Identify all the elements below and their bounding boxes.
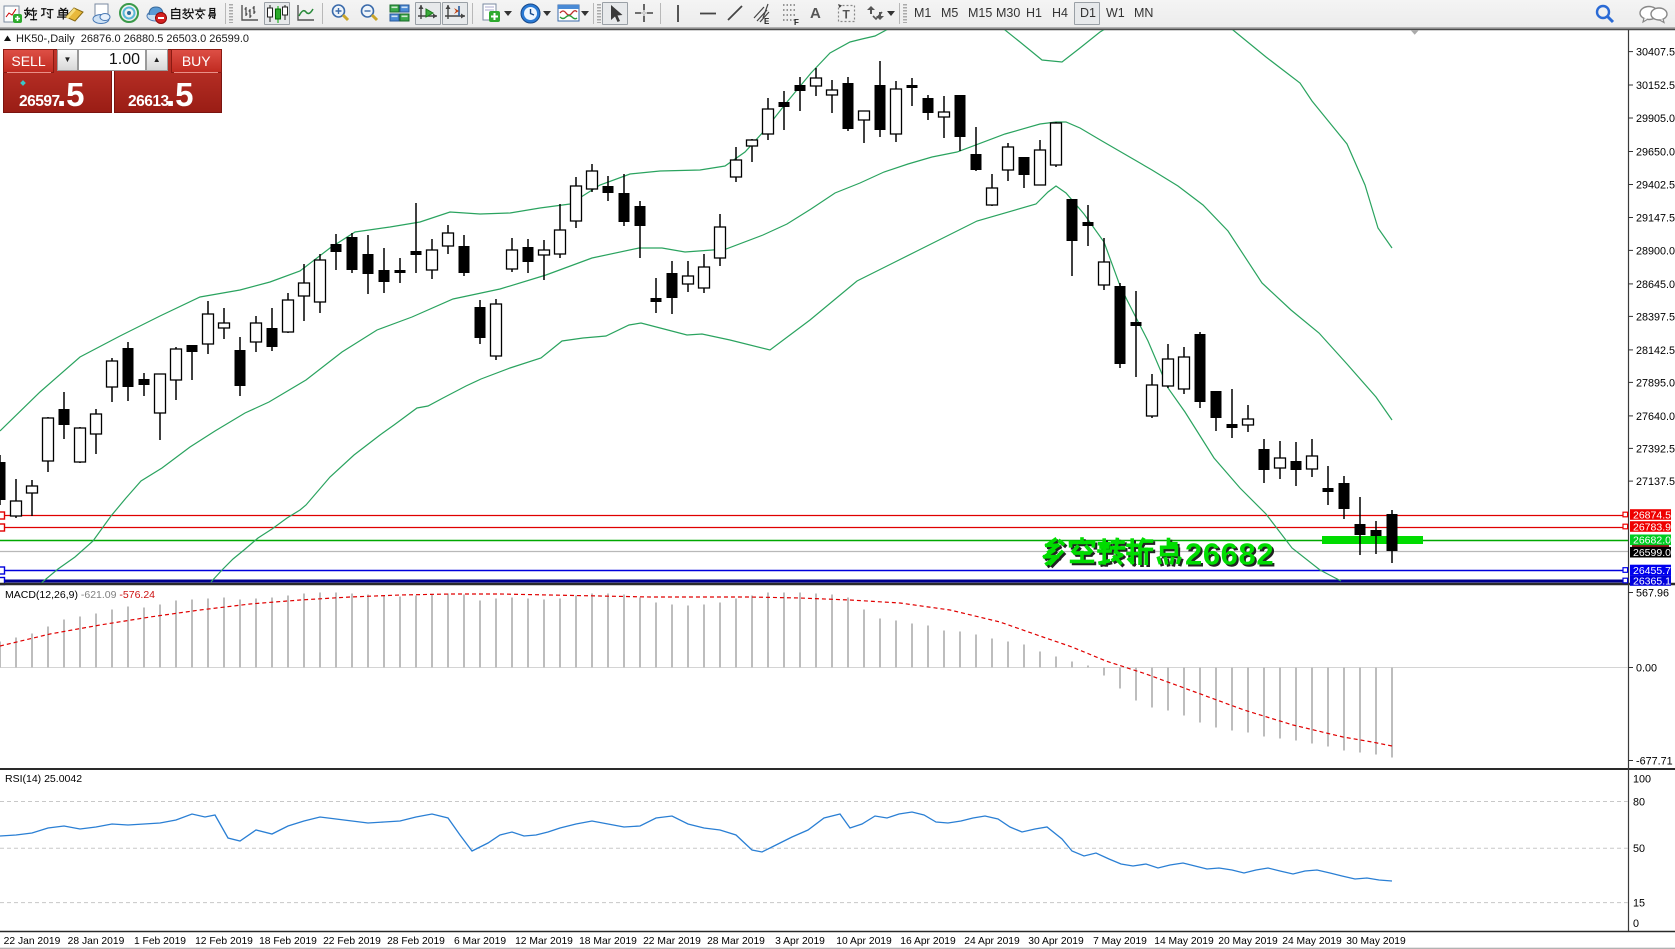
svg-text:28397.5: 28397.5	[1636, 311, 1675, 323]
svg-text:567.96: 567.96	[1636, 588, 1669, 600]
svg-text:3 Apr 2019: 3 Apr 2019	[775, 936, 825, 947]
svg-text:20 May 2019: 20 May 2019	[1218, 936, 1278, 947]
svg-text:-677.71: -677.71	[1636, 756, 1673, 768]
svg-text:27137.5: 27137.5	[1636, 476, 1675, 488]
svg-text:1 Feb 2019: 1 Feb 2019	[134, 936, 186, 947]
svg-text:26682.0: 26682.0	[1633, 535, 1671, 547]
svg-text:26455.7: 26455.7	[1633, 565, 1671, 577]
svg-text:30 Apr 2019: 30 Apr 2019	[1028, 936, 1084, 947]
svg-text:22 Mar 2019: 22 Mar 2019	[643, 936, 701, 947]
svg-text:27895.0: 27895.0	[1636, 377, 1675, 389]
svg-text:RSI(14) 25.0042: RSI(14) 25.0042	[5, 773, 82, 785]
svg-text:22 Jan 2019: 22 Jan 2019	[4, 936, 61, 947]
svg-text:28 Jan 2019: 28 Jan 2019	[68, 936, 125, 947]
svg-text:28645.0: 28645.0	[1636, 279, 1675, 291]
svg-text:28900.0: 28900.0	[1636, 245, 1675, 257]
svg-text:15: 15	[1633, 898, 1645, 910]
svg-text:24 May 2019: 24 May 2019	[1282, 936, 1342, 947]
svg-text:29650.0: 29650.0	[1636, 147, 1675, 159]
svg-text:26682: 26682	[1185, 537, 1274, 572]
svg-text:28 Feb 2019: 28 Feb 2019	[387, 936, 445, 947]
svg-text:22 Feb 2019: 22 Feb 2019	[323, 936, 381, 947]
svg-text:28142.5: 28142.5	[1636, 345, 1675, 357]
svg-text:26783.9: 26783.9	[1633, 521, 1671, 533]
svg-text:50: 50	[1633, 843, 1645, 855]
svg-text:30 May 2019: 30 May 2019	[1346, 936, 1406, 947]
svg-text:100: 100	[1633, 774, 1651, 786]
svg-text:27392.5: 27392.5	[1636, 443, 1675, 455]
svg-text:30407.5: 30407.5	[1636, 47, 1675, 59]
svg-text:0.00: 0.00	[1636, 663, 1657, 675]
svg-text:16 Apr 2019: 16 Apr 2019	[900, 936, 956, 947]
svg-text:29147.5: 29147.5	[1636, 213, 1675, 225]
svg-text:7 May 2019: 7 May 2019	[1093, 936, 1147, 947]
svg-text:F: F	[794, 18, 799, 26]
svg-text:18 Mar 2019: 18 Mar 2019	[579, 936, 637, 947]
svg-text:28 Mar 2019: 28 Mar 2019	[707, 936, 765, 947]
svg-text:18 Feb 2019: 18 Feb 2019	[259, 936, 317, 947]
svg-text:0: 0	[1633, 918, 1639, 930]
svg-text:12 Feb 2019: 12 Feb 2019	[195, 936, 253, 947]
svg-text:10 Apr 2019: 10 Apr 2019	[836, 936, 892, 947]
svg-text:26599.0: 26599.0	[1633, 547, 1671, 559]
svg-text:6 Mar 2019: 6 Mar 2019	[454, 936, 506, 947]
svg-text:26682: 26682	[1187, 539, 1276, 574]
svg-text:12 Mar 2019: 12 Mar 2019	[515, 936, 573, 947]
svg-text:29905.0: 29905.0	[1636, 113, 1675, 125]
svg-text:E: E	[764, 17, 770, 26]
svg-text:24 Apr 2019: 24 Apr 2019	[964, 936, 1020, 947]
svg-text:T: T	[843, 8, 851, 22]
svg-text:27640.0: 27640.0	[1636, 411, 1675, 423]
svg-text:80: 80	[1633, 797, 1645, 809]
svg-text:14 May 2019: 14 May 2019	[1154, 936, 1214, 947]
svg-text:MACD(12,26,9) -621.09 -576.24: MACD(12,26,9) -621.09 -576.24	[5, 589, 155, 601]
svg-text:29402.5: 29402.5	[1636, 180, 1675, 192]
svg-text:30152.5: 30152.5	[1636, 80, 1675, 92]
svg-text:HK50-,Daily 26876.0 26880.5 2: HK50-,Daily 26876.0 26880.5 26503.0 2659…	[16, 33, 249, 45]
svg-text:26874.5: 26874.5	[1633, 509, 1671, 521]
svg-text:26365.1: 26365.1	[1633, 575, 1671, 587]
